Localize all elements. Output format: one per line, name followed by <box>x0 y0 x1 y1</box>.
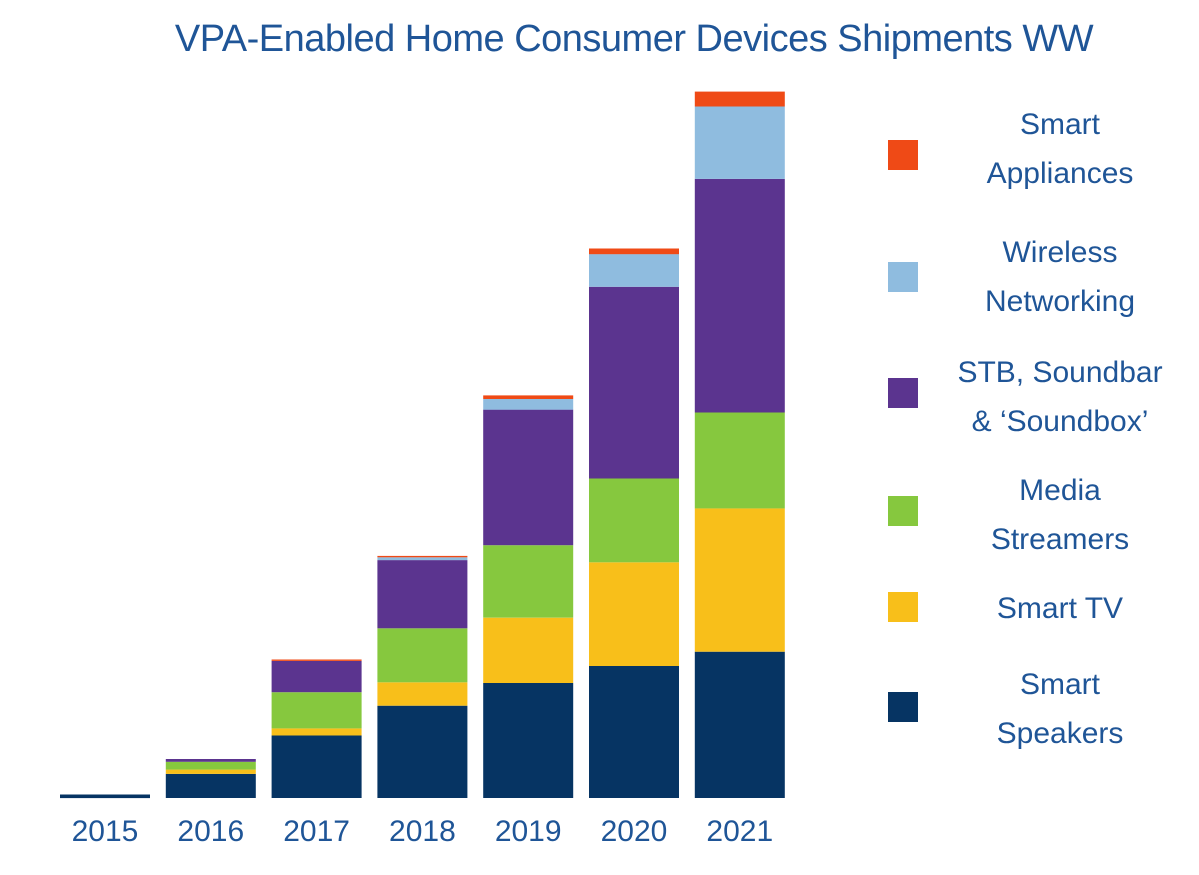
bar-2020-smart-tv <box>589 562 679 666</box>
chart-title: VPA-Enabled Home Consumer Devices Shipme… <box>174 18 1094 60</box>
x-tick-label: 2021 <box>706 815 773 848</box>
x-tick-label: 2019 <box>495 815 562 848</box>
x-tick-label: 2017 <box>283 815 350 848</box>
legend-label: Smart Speakers <box>996 668 1124 750</box>
bar-2019-smart-speakers <box>483 683 574 798</box>
bar-2019-smart-tv <box>483 617 574 683</box>
legend-label: STB, Soundbar & ‘Soundbox’ <box>957 356 1163 438</box>
legend-swatch <box>888 140 918 170</box>
bar-2019-smart-appliances <box>483 395 574 399</box>
bar-2017-media-streamers <box>271 692 362 729</box>
legend-swatch <box>888 378 918 408</box>
legend-label: Media Streamers <box>990 474 1130 556</box>
legend-label: Wireless Networking <box>984 236 1136 318</box>
bar-2017-smart-tv <box>271 728 362 736</box>
legend-label: Smart Appliances <box>986 108 1134 190</box>
bar-2021-smart-speakers <box>694 651 785 798</box>
bar-2021-stb-soundbar-soundbox <box>694 178 785 413</box>
legend-label: Smart TV <box>996 592 1124 625</box>
bar-2018-smart-speakers <box>377 705 468 798</box>
bar-2021-media-streamers <box>694 412 785 509</box>
bar-2020-media-streamers <box>589 478 679 563</box>
legend-item-smart-tv: Smart TV <box>880 584 1180 684</box>
bar-2019-wireless-networking <box>483 399 574 410</box>
bar-2018-wireless-networking <box>377 557 468 561</box>
bar-2018-smart-tv <box>377 682 468 706</box>
bar-2020-stb-soundbar-soundbox <box>589 286 679 479</box>
legend-swatch <box>888 692 918 722</box>
stacked-bar-chart: 2015 2016 2017 2018 2019 2020 2021 <box>60 91 785 848</box>
bar-2017-smart-speakers <box>271 735 362 798</box>
legend-item-smart-appliances: Smart Appliances <box>880 100 1180 200</box>
bar-2017-smart-appliances <box>271 659 362 661</box>
x-tick-label: 2015 <box>72 815 139 848</box>
bar-2016-smart-speakers <box>165 773 256 798</box>
bar-2018-media-streamers <box>377 628 468 683</box>
bar-2020-wireless-networking <box>589 254 679 287</box>
bar-2018-smart-appliances <box>377 555 468 558</box>
bar-2018-stb-soundbar-soundbox <box>377 560 468 629</box>
bar-2020-smart-speakers <box>589 665 679 798</box>
x-tick-label: 2018 <box>389 815 456 848</box>
legend-swatch <box>888 496 918 526</box>
bar-2016-stb-soundbar-soundbox <box>165 759 256 762</box>
bar-2016-smart-tv <box>165 769 256 774</box>
x-tick-label: 2016 <box>177 815 244 848</box>
legend-item-stb-soundbar: STB, Soundbar & ‘Soundbox’ <box>880 348 1180 448</box>
bar-2021-smart-appliances <box>694 91 785 107</box>
x-axis-ticks: 2015 2016 2017 2018 2019 2020 2021 <box>72 815 774 848</box>
bar-2021-smart-tv <box>694 508 785 652</box>
bar-2020-smart-appliances <box>589 248 679 255</box>
legend-swatch <box>888 592 918 622</box>
legend-item-media-streamers: Media Streamers <box>880 466 1180 566</box>
bar-2016-media-streamers <box>165 761 256 770</box>
bars-group <box>60 91 785 799</box>
legend-item-wireless-networking: Wireless Networking <box>880 228 1180 328</box>
bar-2017-stb-soundbar-soundbox <box>271 661 362 693</box>
x-tick-label: 2020 <box>601 815 668 848</box>
bar-2021-wireless-networking <box>694 106 785 179</box>
legend-swatch <box>888 262 918 292</box>
bar-2019-stb-soundbar-soundbox <box>483 409 574 546</box>
bar-2015-smart-speakers <box>60 794 150 799</box>
bar-2019-media-streamers <box>483 545 574 618</box>
legend-item-smart-speakers: Smart Speakers <box>880 660 1180 760</box>
